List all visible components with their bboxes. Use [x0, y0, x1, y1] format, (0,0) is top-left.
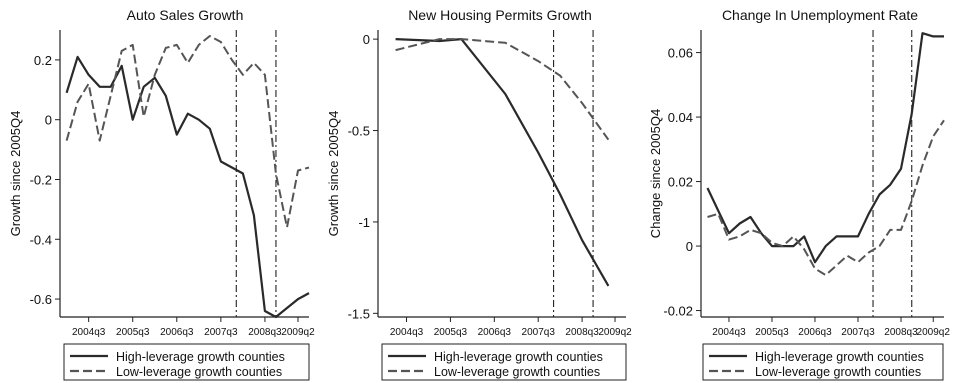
x-tick-label: 2004q3: [712, 327, 746, 338]
y-tick-label: 0: [363, 32, 370, 47]
legend-label: High-leverage growth counties: [434, 350, 603, 364]
legend-label: High-leverage growth counties: [755, 350, 924, 364]
y-tick-label: 0.2: [34, 53, 52, 68]
legend: High-leverage growth countiesLow-leverag…: [63, 343, 310, 381]
x-tick-label: 2004q3: [72, 327, 106, 338]
legend-box: [702, 343, 944, 381]
chart-title: Auto Sales Growth: [127, 7, 244, 23]
chart-title: New Housing Permits Growth: [408, 7, 592, 23]
x-tick-label: 2007q3: [522, 327, 556, 338]
series-line-high-leverage: [706, 32, 944, 264]
x-tick-label: 2006q3: [798, 327, 832, 338]
y-tick-label: 0: [686, 239, 693, 254]
legend-label: Low-leverage growth counties: [755, 365, 921, 379]
series-line-high-leverage: [65, 55, 310, 319]
series-line-high-leverage: [395, 37, 610, 287]
y-tick-label: -0.2: [30, 172, 52, 187]
x-tick-label: 2009q2: [917, 327, 951, 338]
x-tick-label: 2007q3: [204, 327, 238, 338]
legend-box: [63, 343, 310, 381]
panel-3: Change In Unemployment Rate 0.06 0.04 0.02 0…: [648, 7, 951, 381]
legend: High-leverage growth countiesLow-leverag…: [702, 343, 944, 381]
x-tick-label: 2008q3: [565, 327, 599, 338]
x-tick-label: 2008q3: [884, 327, 918, 338]
legend-box: [381, 343, 627, 381]
legend: High-leverage growth countiesLow-leverag…: [381, 343, 627, 381]
y-tick-label: 0: [45, 113, 52, 128]
y-tick-label: -1: [358, 215, 370, 230]
x-tick-label: 2009q2: [598, 327, 632, 338]
y-axis-label: Change since 2005Q4: [648, 109, 663, 238]
y-axis-label: Growth since 2005Q4: [326, 111, 341, 237]
y-axis-label: Growth since 2005Q4: [8, 111, 23, 237]
y-tick-label: -0.5: [348, 124, 370, 139]
series-line-low-leverage: [65, 35, 310, 229]
series-line-low-leverage: [395, 38, 610, 141]
chart-title: Change In Unemployment Rate: [722, 7, 918, 23]
panel-1: Auto Sales Growth 0.2 0 -0.2 -0.4 -0.6 2004q3 2…: [8, 7, 315, 381]
panel-2: New Housing Permits Growth 0 -0.5 -1 -1.5 200…: [326, 7, 632, 381]
x-tick-label: 2005q3: [755, 327, 789, 338]
y-tick-label: 0.06: [668, 46, 693, 61]
legend-label: Low-leverage growth counties: [116, 365, 282, 379]
x-tick-label: 2005q3: [434, 327, 468, 338]
series-line-low-leverage: [707, 119, 945, 277]
y-tick-label: -0.4: [30, 232, 52, 247]
y-tick-label: -0.02: [663, 304, 693, 319]
x-tick-label: 2004q3: [390, 327, 424, 338]
y-tick-label: -1.5: [348, 306, 370, 321]
x-tick-label: 2009q2: [281, 327, 315, 338]
x-tick-label: 2006q3: [160, 327, 194, 338]
y-tick-label: 0.04: [668, 110, 693, 125]
legend-label: High-leverage growth counties: [116, 350, 285, 364]
x-tick-label: 2006q3: [478, 327, 512, 338]
x-tick-label: 2005q3: [116, 327, 150, 338]
y-tick-label: -0.6: [30, 292, 52, 307]
x-tick-label: 2008q3: [248, 327, 282, 338]
x-tick-label: 2007q3: [841, 327, 875, 338]
legend-label: Low-leverage growth counties: [434, 365, 600, 379]
y-tick-label: 0.02: [668, 175, 693, 190]
